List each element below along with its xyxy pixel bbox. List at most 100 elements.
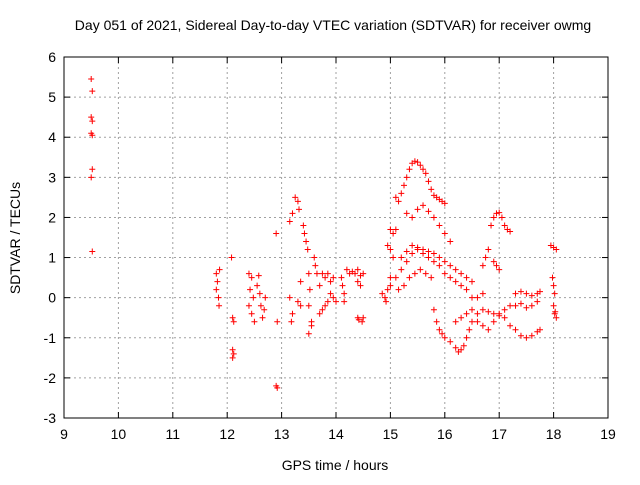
x-tick-label: 18 <box>546 426 562 442</box>
y-tick-label: 4 <box>48 129 56 145</box>
data-point <box>551 290 558 297</box>
data-point <box>255 272 262 279</box>
data-point <box>327 290 334 297</box>
data-point <box>89 248 96 255</box>
x-tick-label: 17 <box>491 426 507 442</box>
data-point <box>460 342 467 349</box>
data-point <box>88 76 95 83</box>
data-point <box>245 302 252 309</box>
data-point <box>493 210 500 217</box>
data-point <box>528 292 535 299</box>
x-tick-label: 16 <box>437 426 453 442</box>
data-point <box>305 270 312 277</box>
data-point <box>304 246 311 253</box>
data-point <box>422 270 429 277</box>
data-point <box>534 298 541 305</box>
y-tick-label: 1 <box>48 250 56 266</box>
data-point <box>256 290 263 297</box>
data-point <box>401 282 407 289</box>
data-point <box>414 159 421 166</box>
data-point <box>549 274 556 281</box>
data-point <box>474 294 481 301</box>
data-point <box>390 254 397 261</box>
data-point <box>230 350 237 357</box>
data-point <box>324 270 331 277</box>
data-point <box>387 226 394 233</box>
x-tick-label: 9 <box>60 426 68 442</box>
data-point <box>411 270 418 277</box>
data-point <box>306 286 313 293</box>
data-point <box>436 222 443 229</box>
data-point <box>447 274 454 281</box>
data-point <box>463 334 470 341</box>
data-point <box>553 314 560 321</box>
data-point <box>507 322 514 329</box>
data-point <box>469 318 475 325</box>
data-point <box>292 194 299 201</box>
y-tick-label: 6 <box>48 49 56 65</box>
data-point <box>433 318 440 325</box>
grid-lines <box>64 57 608 418</box>
data-point <box>469 294 475 301</box>
data-point <box>355 316 362 323</box>
data-point <box>425 178 432 185</box>
data-point <box>360 314 367 321</box>
data-point <box>341 298 348 305</box>
data-point <box>458 282 465 289</box>
data-point <box>357 282 364 289</box>
data-point <box>447 262 454 269</box>
data-point <box>322 302 329 309</box>
data-point <box>479 290 486 297</box>
data-point <box>417 266 424 273</box>
data-point <box>311 254 318 261</box>
data-point <box>479 262 486 269</box>
data-point <box>409 214 416 221</box>
data-point <box>479 306 486 313</box>
data-point <box>409 242 416 249</box>
data-point <box>490 310 497 317</box>
data-point <box>213 286 220 293</box>
data-point <box>501 222 508 229</box>
data-point <box>89 166 96 173</box>
data-point <box>230 318 237 325</box>
data-point <box>395 286 402 293</box>
data-point <box>430 214 437 221</box>
data-point <box>414 244 421 251</box>
data-point <box>447 238 454 245</box>
data-point <box>537 288 543 295</box>
data-point <box>452 344 459 351</box>
y-tick-label: 0 <box>48 290 56 306</box>
data-point <box>384 286 391 293</box>
data-point <box>301 230 308 237</box>
data-point <box>414 206 421 213</box>
data-point <box>403 210 410 217</box>
data-point <box>512 302 519 309</box>
data-point <box>354 266 361 273</box>
data-point <box>288 318 295 325</box>
data-point <box>387 282 394 289</box>
data-point <box>469 278 475 285</box>
data-point <box>517 300 524 307</box>
x-tick-label: 13 <box>274 426 290 442</box>
data-point <box>507 228 514 235</box>
y-tick-label: 3 <box>48 169 56 185</box>
data-point <box>409 250 416 257</box>
data-point <box>507 302 514 309</box>
data-point <box>458 270 465 277</box>
data-point <box>441 230 448 237</box>
data-point <box>392 274 399 281</box>
data-point <box>441 334 448 341</box>
data-point <box>523 334 530 341</box>
data-point <box>89 132 96 139</box>
data-point <box>313 270 320 277</box>
x-axis-label: GPS time / hours <box>282 457 389 473</box>
data-point <box>381 294 388 301</box>
data-point <box>308 322 315 329</box>
data-point <box>251 318 258 325</box>
data-point <box>430 250 437 257</box>
data-point <box>333 298 339 305</box>
data-point <box>428 274 435 281</box>
data-point <box>330 294 337 301</box>
data-point <box>390 230 397 237</box>
